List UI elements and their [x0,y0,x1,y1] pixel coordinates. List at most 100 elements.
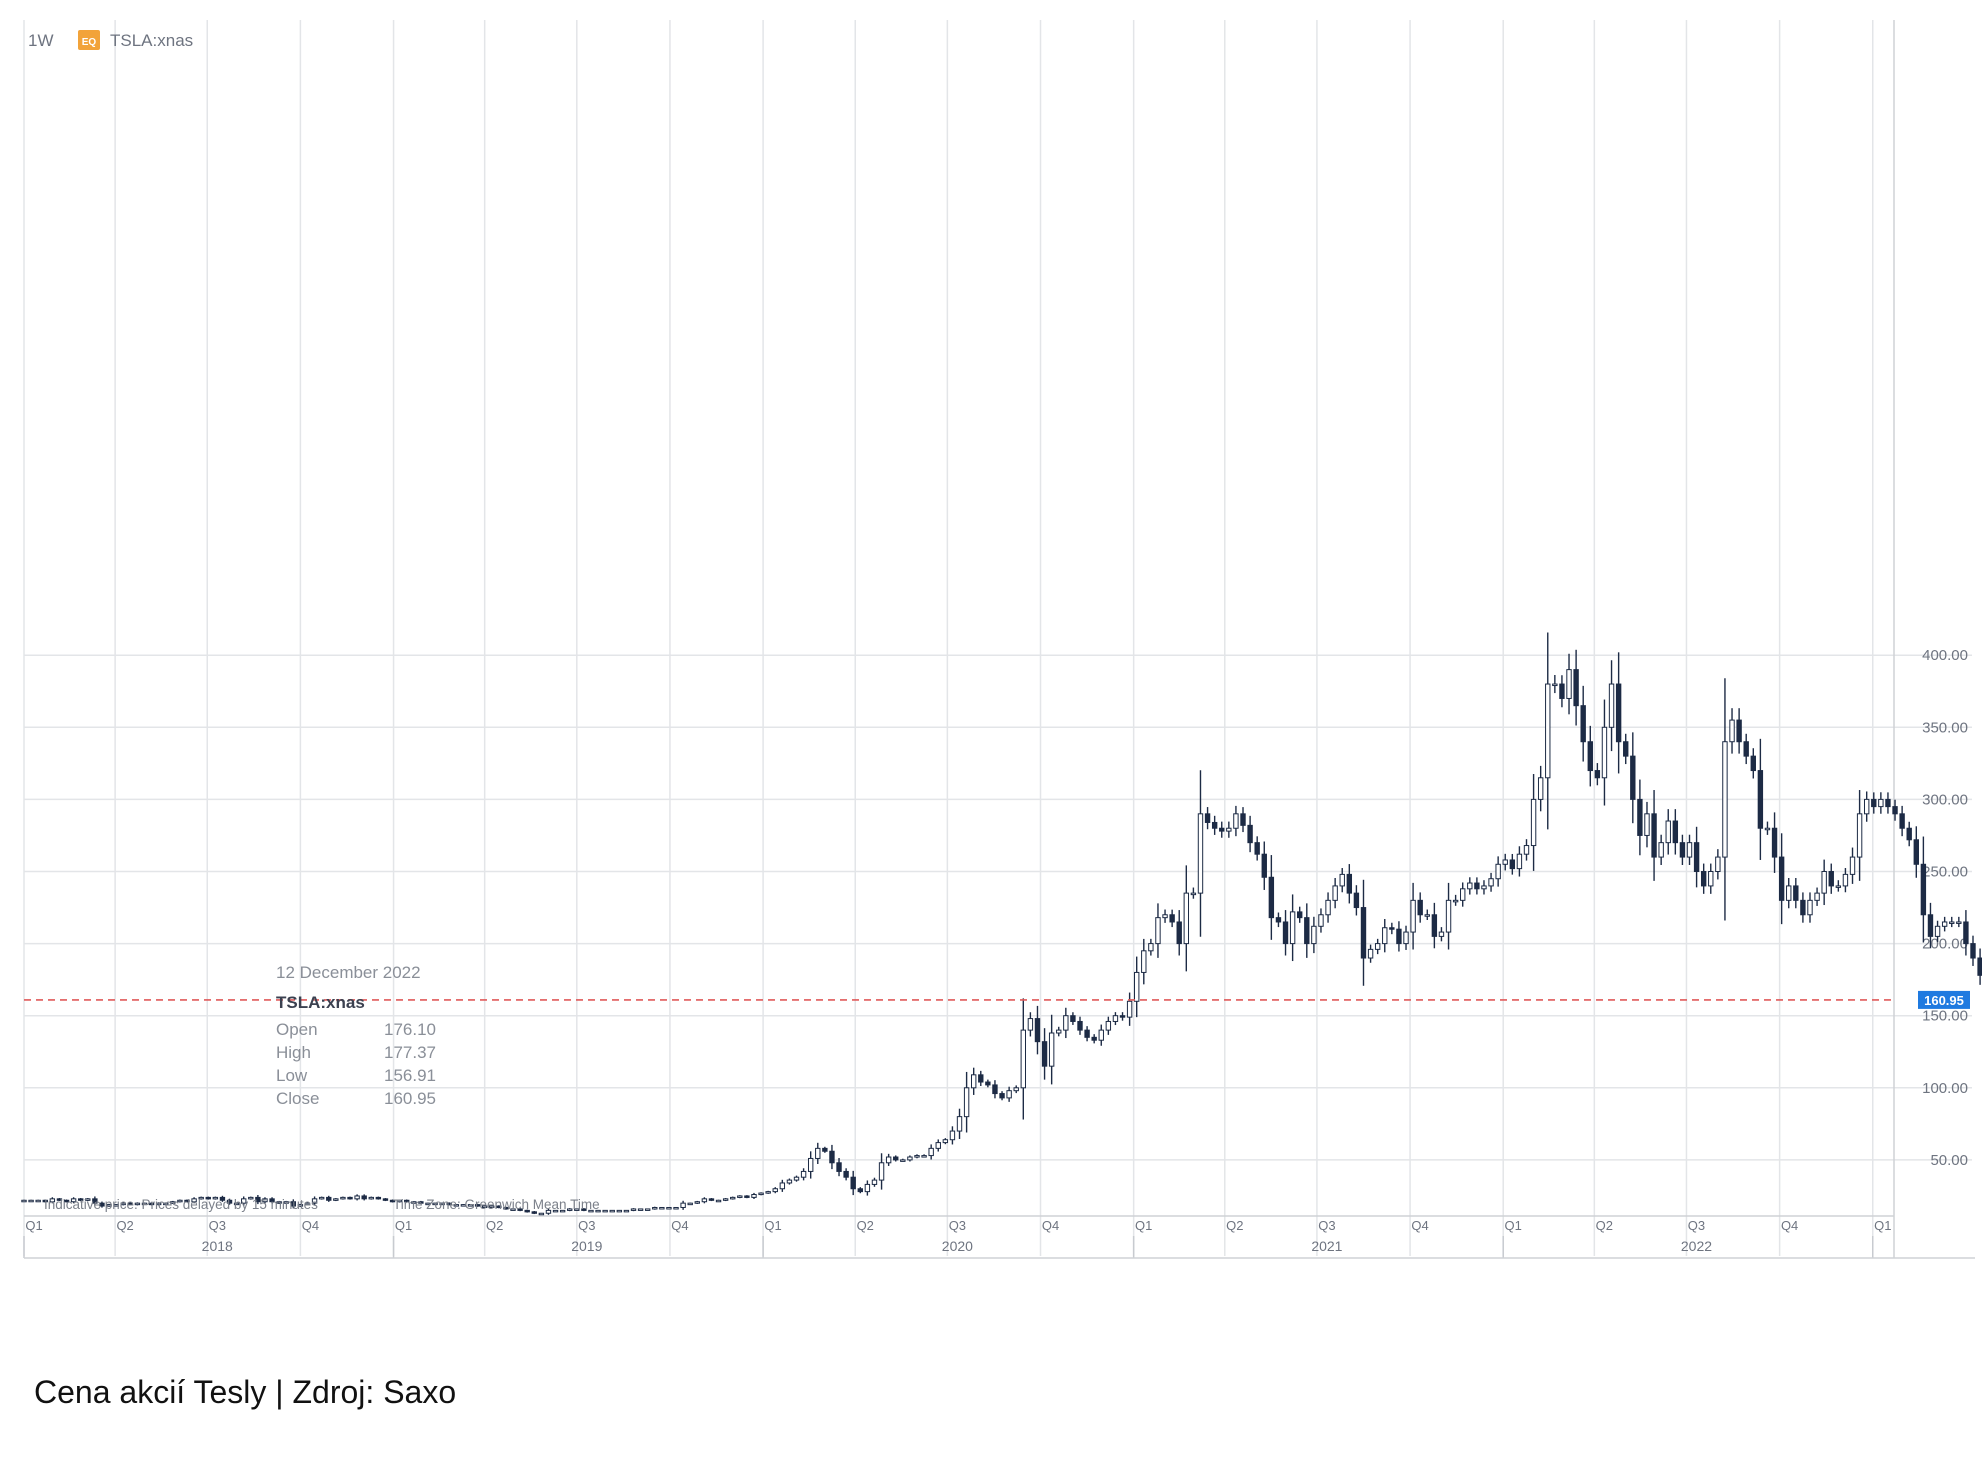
y-tick-label: 250.00 [1922,864,1968,881]
candle-body [1396,928,1402,945]
candle-body [113,1204,119,1207]
candle-body [1892,806,1898,815]
candle-body [1219,827,1225,832]
candle-body [928,1147,934,1157]
candle-body [673,1206,679,1210]
candle-body [1771,827,1778,858]
candle-body [425,1202,431,1206]
candle-body [1268,876,1275,919]
candle-body [489,1205,495,1209]
candle-body [822,1147,828,1152]
y-tick-label: 50.00 [1930,1152,1968,1169]
candle-body [1254,842,1260,855]
candle-body [1871,798,1877,808]
candle-body [1856,813,1863,858]
candle-body [531,1211,537,1214]
candle-body [1750,755,1756,772]
candle-body [864,1183,871,1193]
candle-body [1389,927,1395,930]
current-price-label: 160.95 [1924,993,1964,1008]
tooltip-open-label: Open [276,1020,318,1039]
candle-body [1467,882,1473,890]
candle-body [184,1199,190,1203]
candle-body [694,1201,700,1204]
candle-body [829,1150,835,1164]
candle-body [637,1208,644,1211]
y-tick-label: 200.00 [1922,936,1968,953]
candle-body [1417,899,1423,916]
candle-body [1048,1032,1055,1067]
candle-body [1615,683,1622,743]
candle-body [1304,917,1310,945]
candle-body [588,1209,594,1213]
candle-body [1608,683,1615,728]
candle-body [453,1204,460,1207]
candle-body [1226,827,1232,832]
candle-body [1006,1090,1012,1099]
candle-body [1587,741,1593,772]
candle-body [1913,839,1919,865]
candle-body [467,1204,474,1207]
candle-body [1821,871,1827,894]
candle-body [1637,798,1643,836]
candle-body [439,1202,445,1206]
candle-body [340,1196,346,1200]
candle-body [226,1199,233,1204]
interval-label[interactable]: 1W [28,31,54,50]
candle-body [276,1201,282,1204]
candle-body [155,1202,162,1206]
candle-body [595,1209,601,1213]
x-quarter-tick-label: Q2 [1596,1218,1613,1233]
candle-body [1537,777,1544,800]
candle-body [503,1206,509,1210]
image-caption: Cena akcií Tesly | Zdroj: Saxo [34,1374,457,1410]
symbol-label[interactable]: TSLA:xnas [110,31,193,50]
candle-body [1736,719,1742,743]
candle-body [1757,770,1764,829]
candle-body [1332,885,1338,901]
candle-body [609,1209,615,1213]
candle-body [630,1208,637,1211]
candle-body [1112,1015,1119,1022]
candle-body [1098,1029,1104,1041]
candle-body [1353,892,1360,909]
candle-body [63,1199,70,1203]
candle-body [1318,914,1324,927]
candle-body [602,1209,608,1213]
candle-body [1367,948,1374,959]
candle-body [1148,943,1154,952]
candle-body [1828,871,1834,887]
x-quarter-tick-label: Q4 [1781,1218,1798,1233]
x-quarter-tick-label: Q1 [1135,1218,1152,1233]
grid [23,20,1972,1256]
candle-body [1941,921,1948,927]
x-quarter-tick-label: Q4 [1042,1218,1059,1233]
candle-body [233,1202,240,1206]
candle-body [28,1199,34,1203]
candle-body [567,1208,573,1211]
candle-body [418,1201,424,1204]
x-quarter-tick-label: Q4 [1411,1218,1428,1233]
candle-body [382,1198,389,1201]
candle-body [1949,921,1955,924]
candle-body [49,1198,56,1203]
candle-body [1566,669,1572,699]
candle-body [1530,798,1537,847]
candle-body [432,1202,438,1206]
candle-body [1630,755,1636,800]
x-quarter-tick-label: Q2 [1226,1218,1243,1233]
candle-body [1601,726,1608,779]
candle-body [134,1202,141,1206]
y-tick-label: 100.00 [1922,1080,1968,1097]
candle-body [1410,899,1416,933]
candle-body [963,1087,970,1118]
candle-body [1169,914,1175,923]
candle-body [1374,943,1381,950]
x-quarter-tick-label: Q4 [671,1218,688,1233]
x-quarter-tick-label: Q1 [25,1218,42,1233]
candle-body [786,1179,793,1184]
candle-body [1077,1020,1083,1031]
candle-body [1438,931,1445,937]
candle-body [956,1116,963,1132]
x-year-label: 2018 [202,1238,233,1254]
